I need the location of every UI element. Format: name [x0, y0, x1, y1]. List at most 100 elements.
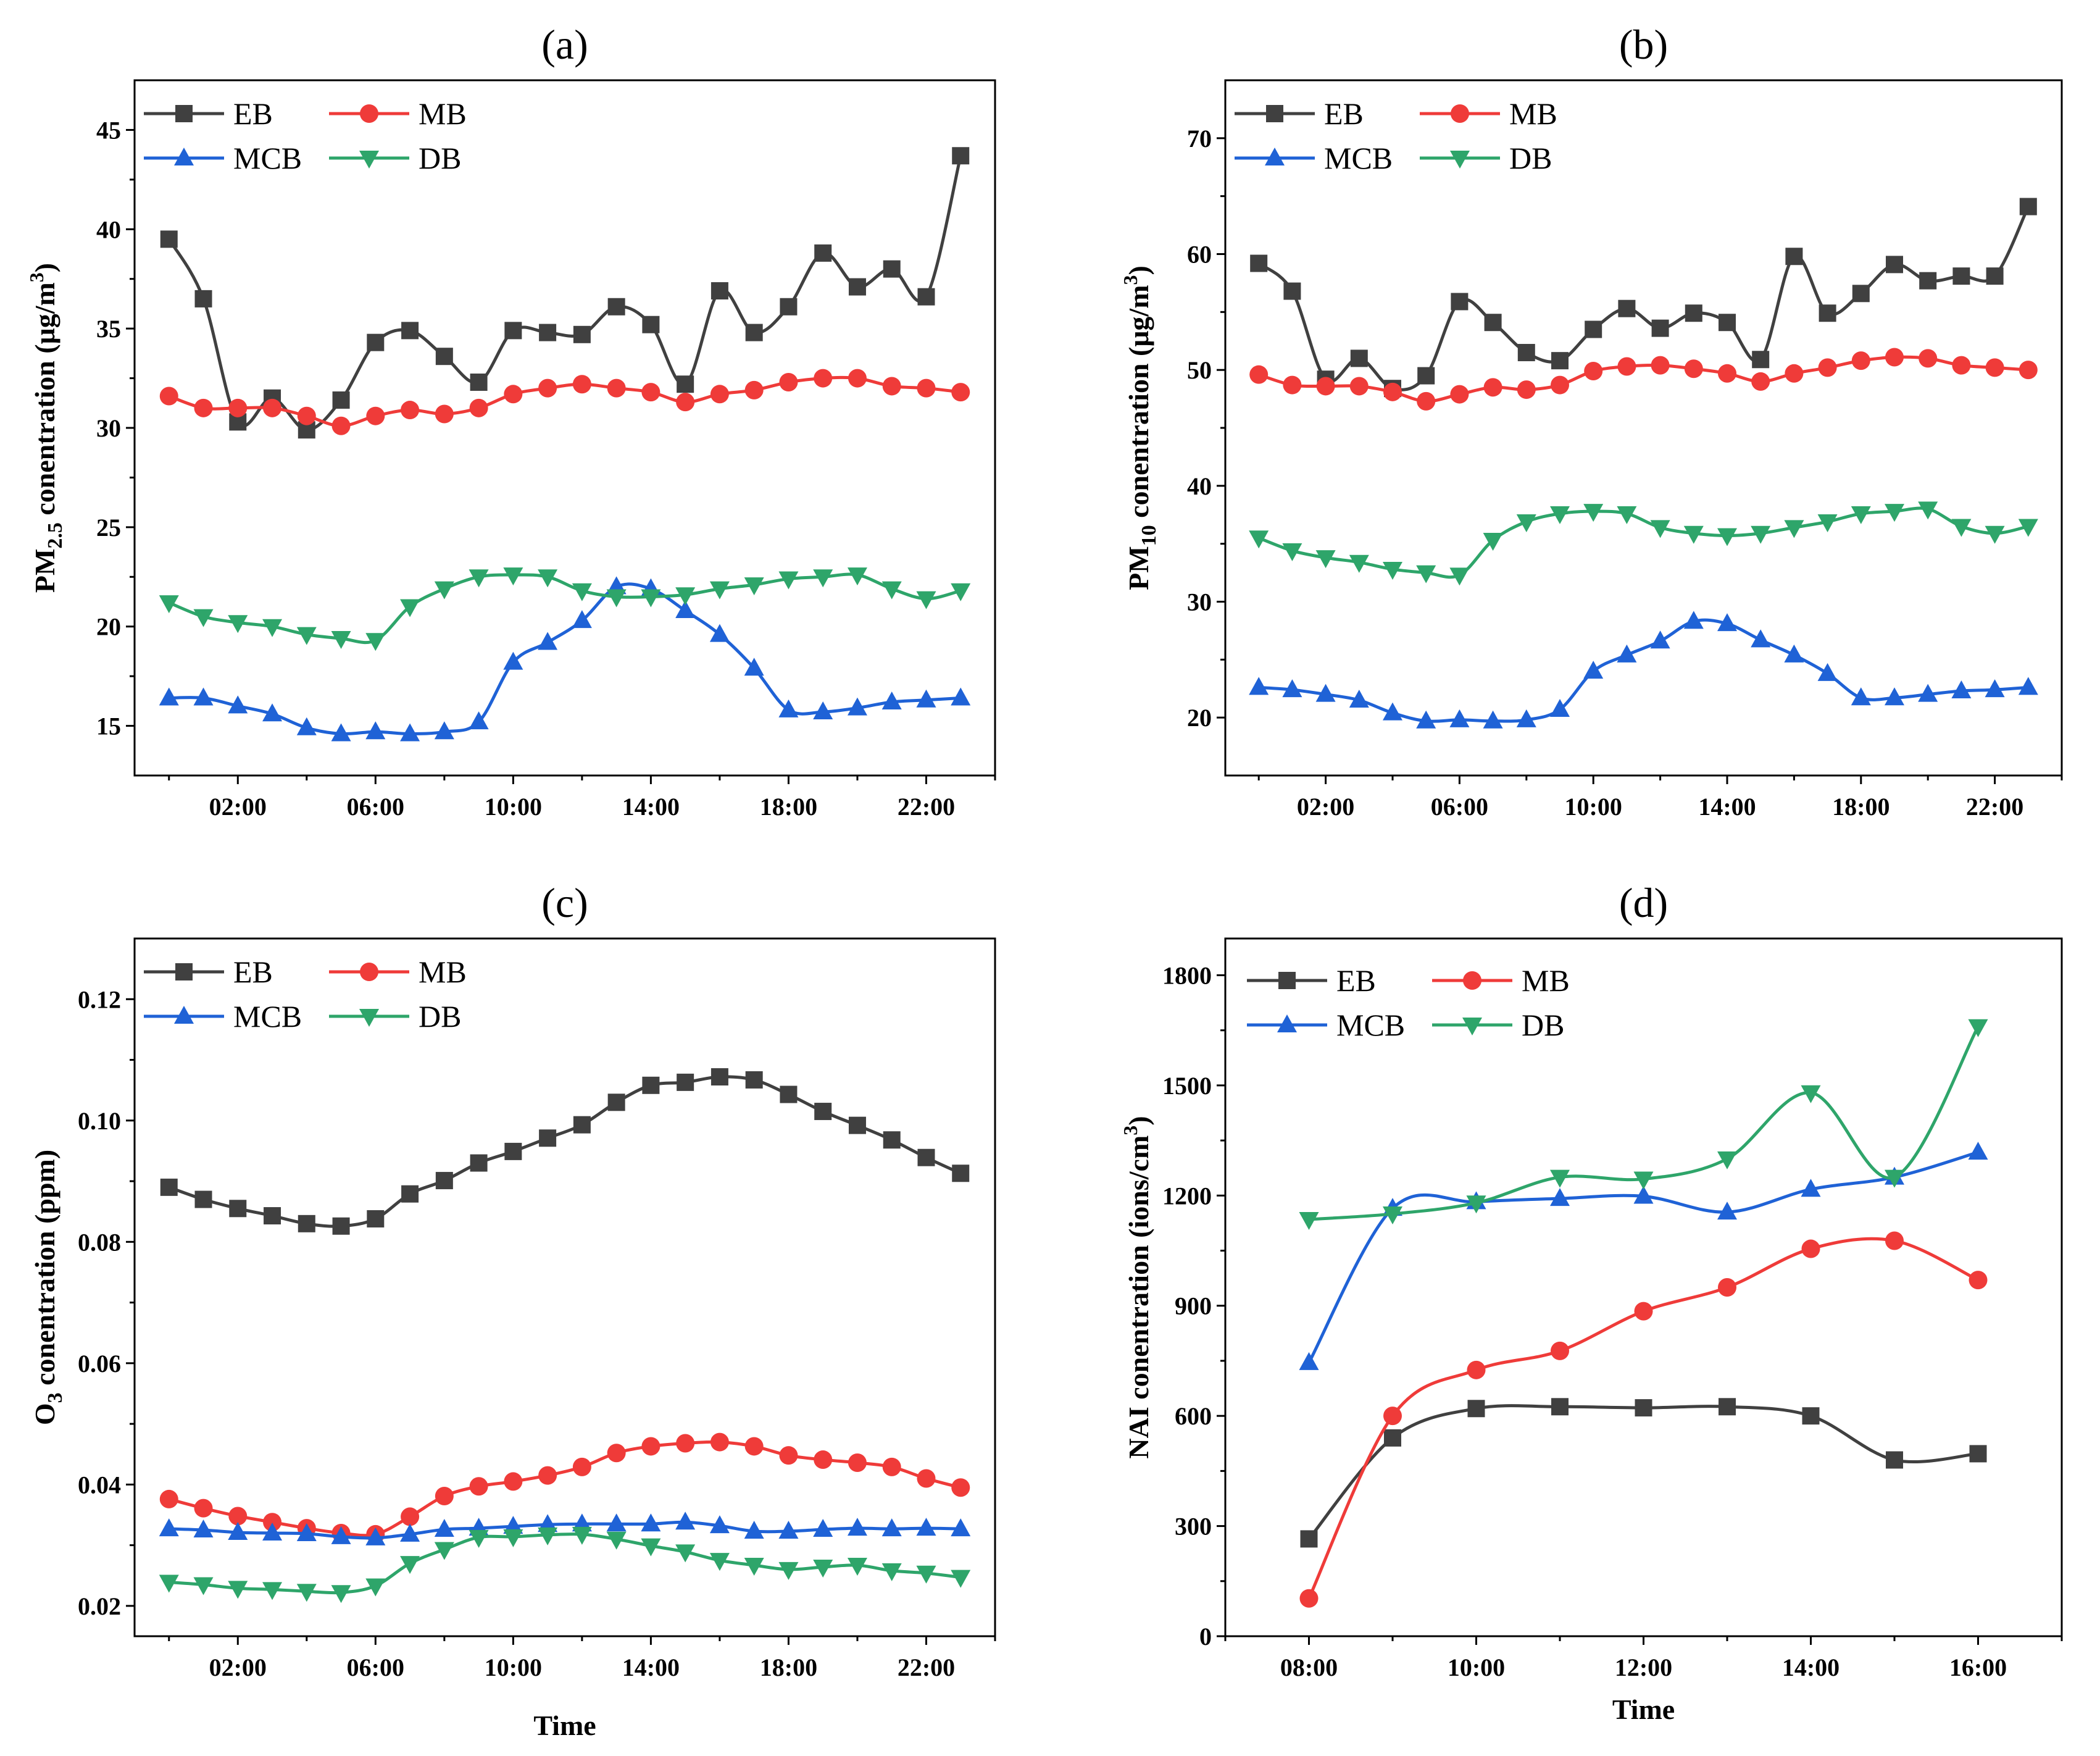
data-point-db	[1817, 514, 1838, 533]
data-point-eb	[1852, 285, 1870, 303]
data-point-mb	[917, 378, 936, 398]
data-point-mb	[1634, 1302, 1653, 1321]
data-point-mb	[607, 1444, 626, 1463]
data-point-db	[1801, 1085, 1821, 1103]
data-point-mb	[1383, 1407, 1402, 1426]
data-point-db	[1282, 543, 1302, 561]
data-point-mb	[641, 383, 660, 402]
data-point-db	[1583, 504, 1604, 522]
data-point-mb	[710, 385, 729, 404]
series-eb	[1250, 198, 2037, 398]
data-point-mb	[744, 380, 764, 399]
y-tick-label: 40	[1187, 472, 1212, 500]
data-point-eb	[1719, 314, 1736, 332]
data-point-eb	[1384, 1429, 1401, 1447]
data-point-mb	[607, 378, 626, 398]
series-mb	[159, 369, 970, 435]
data-point-mb	[1584, 362, 1603, 381]
data-point-mb	[504, 385, 523, 404]
data-point-mcb	[709, 624, 730, 642]
series-line-eb	[1307, 1404, 1978, 1540]
data-point-db	[469, 569, 489, 588]
data-point-mcb	[1751, 629, 1771, 648]
data-point-mcb	[916, 1518, 936, 1536]
legend-label-db: DB	[1509, 141, 1552, 175]
legend-marker-mb	[1463, 971, 1481, 990]
chart-panel-b: (b) 20 30 40 50 60 70 02:00 06:00 10:00 14:00 18:00…	[1119, 21, 2063, 821]
x-tick-label: 06:00	[1431, 793, 1488, 821]
legend-marker-mcb	[1277, 1014, 1297, 1032]
legend: EB MB MCB DB	[1235, 96, 1557, 175]
data-point-mb	[1450, 385, 1469, 404]
data-point-mb	[263, 398, 282, 417]
data-point-eb	[470, 374, 488, 391]
data-point-mb	[297, 406, 316, 425]
data-point-mb	[676, 1434, 695, 1453]
data-point-db	[159, 595, 179, 614]
data-point-mcb	[331, 1526, 351, 1544]
series-db	[159, 1526, 971, 1603]
legend-label-mcb: MCB	[233, 141, 302, 175]
data-point-mb	[435, 1487, 454, 1506]
series-line-mb	[168, 375, 961, 428]
data-point-eb	[814, 244, 832, 262]
y-tick-label: 30	[1187, 588, 1212, 616]
x-tick-label: 18:00	[1832, 793, 1890, 821]
y-tick-label: 35	[96, 315, 121, 343]
data-point-mcb	[1717, 1202, 1737, 1220]
y-tick-label: 50	[1187, 356, 1212, 384]
data-point-eb	[1585, 320, 1602, 338]
data-point-db	[159, 1574, 179, 1593]
data-point-mcb	[1951, 680, 1972, 699]
x-tick-label: 06:00	[347, 1654, 404, 1681]
data-point-eb	[573, 1116, 591, 1134]
data-point-db	[400, 1556, 420, 1574]
data-point-mcb	[1617, 644, 1637, 663]
data-point-mb	[1467, 1360, 1486, 1379]
x-tick-label: 10:00	[1565, 793, 1622, 821]
data-point-mb	[779, 1446, 798, 1465]
data-point-db	[813, 569, 833, 588]
x-tick-label: 14:00	[622, 1654, 680, 1681]
data-point-db	[1299, 1211, 1319, 1230]
data-point-mb	[1283, 375, 1302, 395]
data-point-db	[400, 599, 420, 617]
data-point-eb	[1685, 304, 1702, 322]
data-point-mcb	[847, 697, 867, 716]
data-point-mb	[1383, 382, 1402, 401]
data-point-mb	[401, 401, 420, 420]
data-point-db	[1683, 525, 1704, 544]
data-point-db	[1466, 1195, 1486, 1214]
data-point-mb	[882, 1457, 901, 1476]
data-point-mcb	[1885, 687, 1904, 706]
y-tick-label: 15	[96, 713, 121, 740]
data-point-mb	[1551, 1341, 1569, 1360]
data-point-mcb	[1449, 709, 1470, 727]
plot-frame	[1224, 79, 2063, 777]
data-point-mcb	[572, 610, 592, 629]
legend-label-mb: MB	[1509, 96, 1557, 131]
x-tick-label: 18:00	[760, 1654, 817, 1681]
legend-marker-mb	[360, 104, 378, 123]
data-point-db	[744, 1558, 764, 1576]
data-point-eb	[607, 298, 625, 316]
data-point-db	[1249, 530, 1269, 549]
data-point-eb	[883, 260, 901, 278]
data-point-mb	[1952, 356, 1971, 375]
data-point-mb	[572, 1457, 591, 1476]
x-axis-label: Time	[1612, 1694, 1675, 1725]
data-point-db	[1784, 520, 1804, 538]
data-point-db	[1449, 567, 1470, 586]
legend: EB MB MCB DB	[144, 96, 467, 175]
data-point-mb	[1617, 357, 1636, 376]
data-point-mcb	[469, 711, 489, 730]
y-tick-label: 1500	[1162, 1072, 1212, 1100]
data-point-mb	[1801, 1239, 1820, 1258]
legend-marker-mcb	[174, 148, 194, 165]
data-point-mb	[1785, 364, 1804, 383]
data-point-mb	[710, 1432, 729, 1452]
data-point-mcb	[434, 1519, 454, 1537]
x-tick-label: 14:00	[1698, 793, 1756, 821]
legend-label-mcb: MCB	[1324, 141, 1393, 175]
data-point-mcb	[434, 721, 454, 740]
